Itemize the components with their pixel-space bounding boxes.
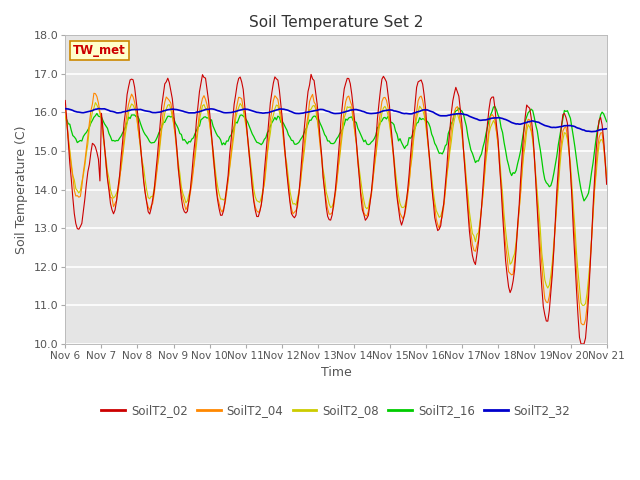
Legend: SoilT2_02, SoilT2_04, SoilT2_08, SoilT2_16, SoilT2_32: SoilT2_02, SoilT2_04, SoilT2_08, SoilT2_… — [97, 399, 575, 421]
Title: Soil Temperature Set 2: Soil Temperature Set 2 — [249, 15, 423, 30]
Text: TW_met: TW_met — [74, 44, 126, 57]
Y-axis label: Soil Temperature (C): Soil Temperature (C) — [15, 125, 28, 254]
X-axis label: Time: Time — [321, 366, 351, 379]
